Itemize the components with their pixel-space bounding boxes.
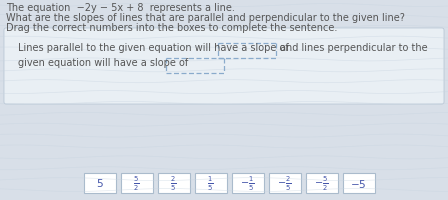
Text: $-\frac{5}{2}$: $-\frac{5}{2}$ (314, 174, 329, 192)
Text: The equation  −2y − 5x + 8  represents a line.: The equation −2y − 5x + 8 represents a l… (6, 3, 235, 13)
FancyBboxPatch shape (343, 173, 375, 193)
FancyBboxPatch shape (194, 173, 227, 193)
Text: Drag the correct numbers into the boxes to complete the sentence.: Drag the correct numbers into the boxes … (6, 23, 337, 33)
Text: $-\frac{1}{5}$: $-\frac{1}{5}$ (240, 174, 255, 192)
Text: $\frac{5}{2}$: $\frac{5}{2}$ (134, 174, 140, 192)
Text: Lines parallel to the given equation will have a slope of: Lines parallel to the given equation wil… (18, 43, 289, 53)
Text: given equation will have a slope of: given equation will have a slope of (18, 58, 188, 68)
Text: $\frac{1}{5}$: $\frac{1}{5}$ (207, 174, 214, 192)
FancyBboxPatch shape (4, 29, 444, 104)
Text: $\frac{2}{5}$: $\frac{2}{5}$ (170, 174, 177, 192)
FancyBboxPatch shape (306, 173, 337, 193)
FancyBboxPatch shape (83, 173, 116, 193)
FancyBboxPatch shape (121, 173, 152, 193)
Text: $-5$: $-5$ (350, 177, 367, 189)
Text: $-\frac{2}{5}$: $-\frac{2}{5}$ (277, 174, 292, 192)
Text: What are the slopes of lines that are parallel and perpendicular to the given li: What are the slopes of lines that are pa… (6, 13, 405, 23)
Text: 5: 5 (96, 178, 103, 188)
FancyBboxPatch shape (232, 173, 263, 193)
FancyBboxPatch shape (158, 173, 190, 193)
Text: and lines perpendicular to the: and lines perpendicular to the (280, 43, 428, 53)
FancyBboxPatch shape (268, 173, 301, 193)
